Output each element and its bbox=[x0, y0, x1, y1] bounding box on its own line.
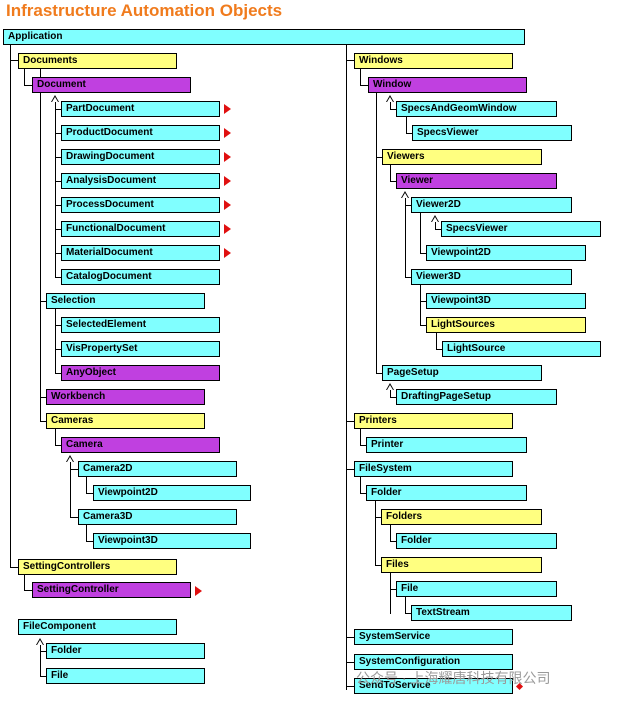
object-folders[interactable]: Folders bbox=[381, 509, 542, 525]
object-file-component[interactable]: FileComponent bbox=[18, 619, 177, 635]
object-specs-and-geom-window[interactable]: SpecsAndGeomWindow bbox=[396, 101, 557, 117]
object-workbench[interactable]: Workbench bbox=[46, 389, 205, 405]
object-setting-controllers[interactable]: SettingControllers bbox=[18, 559, 177, 575]
object-file-system[interactable]: FileSystem bbox=[354, 461, 513, 477]
object-camera2d-viewpoint[interactable]: Viewpoint2D bbox=[93, 485, 251, 501]
expand-arrow-icon[interactable] bbox=[224, 200, 231, 210]
object-viewer3d[interactable]: Viewer3D bbox=[411, 269, 572, 285]
object-part-document[interactable]: PartDocument bbox=[61, 101, 220, 117]
object-functional-document[interactable]: FunctionalDocument bbox=[61, 221, 220, 237]
object-page-setup[interactable]: PageSetup bbox=[382, 365, 542, 381]
object-drafting-page-setup[interactable]: DraftingPageSetup bbox=[396, 389, 557, 405]
inheritance-arrow-icon bbox=[51, 95, 59, 102]
object-viewer2d[interactable]: Viewer2D bbox=[411, 197, 572, 213]
object-viewers[interactable]: Viewers bbox=[382, 149, 542, 165]
object-send-to-service[interactable]: SendToService bbox=[354, 678, 513, 694]
object-selected-element[interactable]: SelectedElement bbox=[61, 317, 220, 333]
object-file-component-folder[interactable]: Folder bbox=[46, 643, 205, 659]
inheritance-arrow-icon bbox=[431, 215, 439, 222]
object-system-configuration[interactable]: SystemConfiguration bbox=[354, 654, 513, 670]
inheritance-arrow-icon bbox=[36, 638, 44, 645]
object-any-object[interactable]: AnyObject bbox=[61, 365, 220, 381]
object-viewer2d-viewpoint[interactable]: Viewpoint2D bbox=[426, 245, 586, 261]
object-process-document[interactable]: ProcessDocument bbox=[61, 197, 220, 213]
object-file-system-folder[interactable]: Folder bbox=[366, 485, 527, 501]
inheritance-arrow-icon bbox=[386, 95, 394, 102]
expand-arrow-icon[interactable] bbox=[195, 586, 202, 596]
inheritance-arrow-icon bbox=[66, 455, 74, 462]
object-cameras[interactable]: Cameras bbox=[46, 413, 205, 429]
object-system-service[interactable]: SystemService bbox=[354, 629, 513, 645]
diagram-title: Infrastructure Automation Objects bbox=[6, 1, 283, 20]
object-document[interactable]: Document bbox=[32, 77, 191, 93]
object-documents[interactable]: Documents bbox=[18, 53, 177, 69]
inheritance-arrow-icon bbox=[386, 383, 394, 390]
object-windows[interactable]: Windows bbox=[354, 53, 513, 69]
inheritance-arrow-icon bbox=[401, 191, 409, 198]
object-specs-viewer-2d[interactable]: SpecsViewer bbox=[441, 221, 601, 237]
object-selection[interactable]: Selection bbox=[46, 293, 205, 309]
object-setting-controller[interactable]: SettingController bbox=[32, 582, 191, 598]
object-camera[interactable]: Camera bbox=[61, 437, 220, 453]
expand-arrow-icon[interactable] bbox=[224, 248, 231, 258]
watermark-text: 公众号 · 上海耀唐科技有限公司 bbox=[356, 670, 551, 686]
expand-arrow-icon[interactable] bbox=[224, 128, 231, 138]
object-files-file[interactable]: File bbox=[396, 581, 557, 597]
expand-arrow-icon[interactable] bbox=[224, 152, 231, 162]
object-light-source[interactable]: LightSource bbox=[442, 341, 601, 357]
object-light-sources[interactable]: LightSources bbox=[426, 317, 586, 333]
object-specs-viewer[interactable]: SpecsViewer bbox=[412, 125, 572, 141]
expand-arrow-icon[interactable] bbox=[224, 224, 231, 234]
object-files[interactable]: Files bbox=[381, 557, 542, 573]
object-vis-property-set[interactable]: VisPropertySet bbox=[61, 341, 220, 357]
object-camera2d[interactable]: Camera2D bbox=[78, 461, 237, 477]
object-printers[interactable]: Printers bbox=[354, 413, 513, 429]
object-printer[interactable]: Printer bbox=[366, 437, 527, 453]
object-application[interactable]: Application bbox=[3, 29, 525, 45]
object-product-document[interactable]: ProductDocument bbox=[61, 125, 220, 141]
object-window[interactable]: Window bbox=[368, 77, 527, 93]
object-drawing-document[interactable]: DrawingDocument bbox=[61, 149, 220, 165]
object-file-component-file[interactable]: File bbox=[46, 668, 205, 684]
object-viewer3d-viewpoint[interactable]: Viewpoint3D bbox=[426, 293, 586, 309]
expand-arrow-icon[interactable] bbox=[224, 104, 231, 114]
object-catalog-document[interactable]: CatalogDocument bbox=[61, 269, 220, 285]
object-material-document[interactable]: MaterialDocument bbox=[61, 245, 220, 261]
object-camera3d-viewpoint[interactable]: Viewpoint3D bbox=[93, 533, 251, 549]
object-text-stream[interactable]: TextStream bbox=[411, 605, 572, 621]
expand-arrow-icon[interactable] bbox=[224, 176, 231, 186]
object-folders-folder[interactable]: Folder bbox=[396, 533, 557, 549]
object-camera3d[interactable]: Camera3D bbox=[78, 509, 237, 525]
object-analysis-document[interactable]: AnalysisDocument bbox=[61, 173, 220, 189]
object-viewer[interactable]: Viewer bbox=[396, 173, 557, 189]
